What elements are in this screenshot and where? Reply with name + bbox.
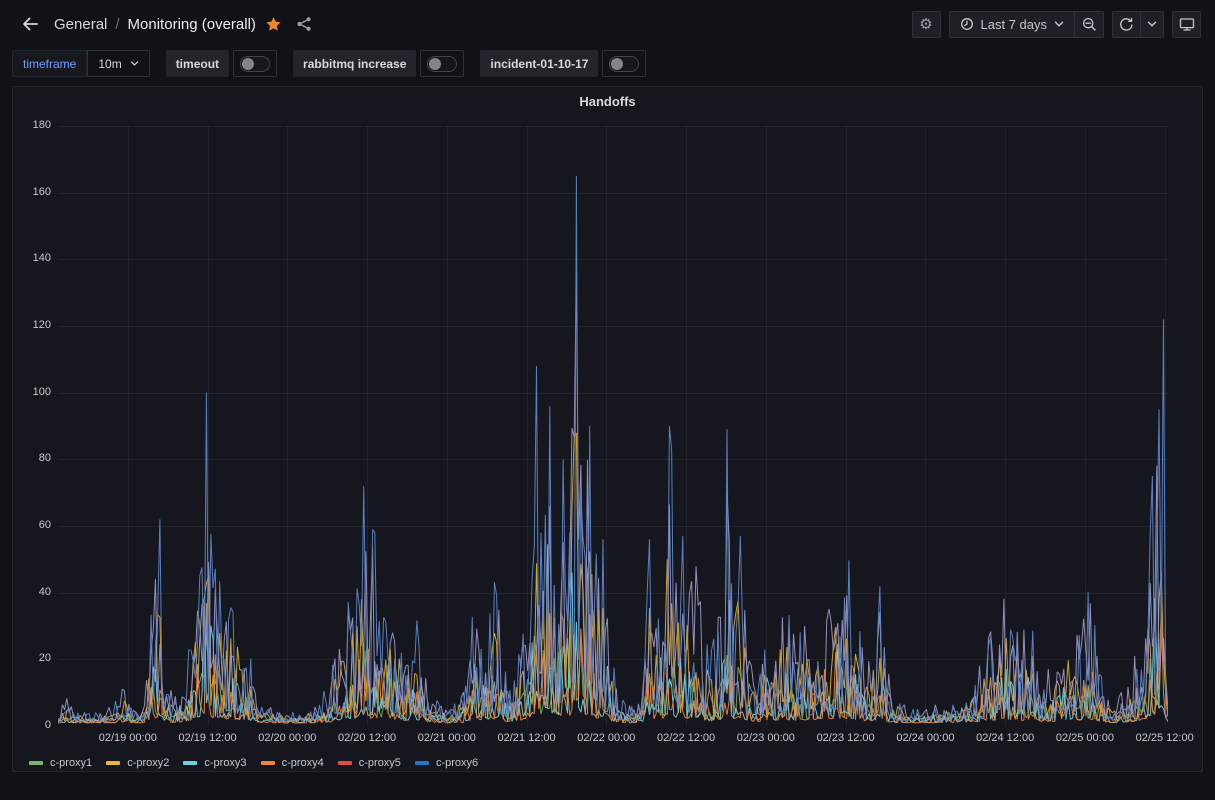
nav-actions: ⚙ Last 7 days: [912, 11, 1202, 38]
x-tick-label: 02/21 00:00: [418, 732, 476, 744]
breadcrumb-dashboard-title[interactable]: Monitoring (overall): [128, 16, 256, 33]
x-tick-label: 02/21 12:00: [498, 732, 556, 744]
dashboard-settings-button[interactable]: ⚙: [912, 11, 941, 38]
favorite-button[interactable]: [262, 12, 286, 36]
time-zoom-out-button[interactable]: [1075, 11, 1104, 38]
y-tick-label: 20: [15, 652, 51, 664]
share-icon: [296, 16, 312, 32]
x-tick-label: 02/20 12:00: [338, 732, 396, 744]
y-tick-label: 120: [15, 319, 51, 331]
time-range-label: Last 7 days: [981, 17, 1048, 32]
legend-series-name: c-proxy4: [282, 757, 324, 769]
time-range-group: Last 7 days: [949, 11, 1105, 38]
toggle-track: [609, 56, 639, 72]
legend-swatch: [29, 761, 43, 765]
legend-item-c-proxy2[interactable]: c-proxy2: [106, 757, 169, 769]
monitor-icon: [1179, 17, 1195, 32]
toggle-track: [240, 56, 270, 72]
clock-icon: [960, 17, 974, 31]
variable-value-text: 10m: [98, 57, 121, 71]
breadcrumb: General / Monitoring (overall): [54, 16, 256, 33]
refresh-button[interactable]: [1112, 11, 1141, 38]
x-tick-label: 02/25 00:00: [1056, 732, 1114, 744]
back-button[interactable]: [14, 8, 46, 40]
toggle-switch-timeout[interactable]: [233, 50, 277, 77]
x-tick-label: 02/23 00:00: [737, 732, 795, 744]
variable-value-timeframe-dropdown[interactable]: 10m: [87, 50, 149, 77]
cycle-view-mode-button[interactable]: [1172, 11, 1201, 38]
legend-series-name: c-proxy5: [359, 757, 401, 769]
panel-title[interactable]: Handoffs: [13, 94, 1202, 109]
legend-series-name: c-proxy6: [436, 757, 478, 769]
toggle-knob: [242, 58, 254, 70]
refresh-group: [1112, 11, 1164, 38]
y-tick-label: 100: [15, 386, 51, 398]
chevron-down-icon: [1054, 20, 1064, 28]
refresh-interval-dropdown[interactable]: [1141, 11, 1164, 38]
refresh-icon: [1119, 17, 1134, 32]
legend-swatch: [106, 761, 120, 765]
dashboard-submenu: timeframe 10m timeout rabbitmq increase …: [12, 50, 662, 77]
star-icon: [265, 16, 282, 33]
handoffs-chart-canvas[interactable]: [58, 126, 1168, 726]
handoffs-panel: Handoffs 0 20 40 60 80 100 120 140 160 180 02/19 …: [12, 86, 1203, 772]
chart-legend: c-proxy1 c-proxy2 c-proxy3 c-proxy4 c-proxy5…: [29, 753, 492, 773]
legend-item-c-proxy1[interactable]: c-proxy1: [29, 757, 92, 769]
toggle-knob: [429, 58, 441, 70]
variable-label-timeframe: timeframe: [12, 50, 87, 77]
toggle-track: [427, 56, 457, 72]
gear-icon: ⚙: [919, 17, 932, 32]
legend-swatch: [338, 761, 352, 765]
x-tick-label: 02/22 12:00: [657, 732, 715, 744]
legend-item-c-proxy4[interactable]: c-proxy4: [261, 757, 324, 769]
legend-series-name: c-proxy3: [204, 757, 246, 769]
toggle-knob: [611, 58, 623, 70]
x-tick-label: 02/24 00:00: [896, 732, 954, 744]
toggle-switch-rabbitmq-increase[interactable]: [420, 50, 464, 77]
legend-series-name: c-proxy1: [50, 757, 92, 769]
top-navbar: General / Monitoring (overall) ⚙: [0, 0, 1215, 48]
back-arrow-icon: [20, 14, 40, 34]
y-tick-label: 180: [15, 119, 51, 131]
share-button[interactable]: [292, 12, 316, 36]
toggle-label-incident-01-10-17: incident-01-10-17: [480, 50, 598, 77]
legend-item-c-proxy3[interactable]: c-proxy3: [183, 757, 246, 769]
y-tick-label: 60: [15, 519, 51, 531]
x-tick-label: 02/22 00:00: [577, 732, 635, 744]
y-tick-label: 140: [15, 252, 51, 264]
zoom-out-icon: [1082, 17, 1097, 32]
x-tick-label: 02/24 12:00: [976, 732, 1034, 744]
legend-swatch: [261, 761, 275, 765]
chevron-down-icon: [130, 60, 139, 67]
chevron-down-icon: [1147, 20, 1157, 28]
y-tick-label: 80: [15, 452, 51, 464]
y-tick-label: 160: [15, 186, 51, 198]
time-range-picker[interactable]: Last 7 days: [949, 11, 1076, 38]
breadcrumb-separator: /: [115, 16, 119, 33]
breadcrumb-folder[interactable]: General: [54, 16, 107, 33]
x-tick-label: 02/19 12:00: [178, 732, 236, 744]
legend-swatch: [415, 761, 429, 765]
legend-item-c-proxy6[interactable]: c-proxy6: [415, 757, 478, 769]
legend-swatch: [183, 761, 197, 765]
x-tick-label: 02/23 12:00: [817, 732, 875, 744]
toggle-label-rabbitmq-increase: rabbitmq increase: [293, 50, 416, 77]
y-tick-label: 40: [15, 586, 51, 598]
toggle-label-timeout: timeout: [166, 50, 229, 77]
y-tick-label: 0: [15, 719, 51, 731]
x-tick-label: 02/20 00:00: [258, 732, 316, 744]
legend-series-name: c-proxy2: [127, 757, 169, 769]
x-tick-label: 02/25 12:00: [1136, 732, 1194, 744]
x-tick-label: 02/19 00:00: [99, 732, 157, 744]
legend-item-c-proxy5[interactable]: c-proxy5: [338, 757, 401, 769]
toggle-switch-incident-01-10-17[interactable]: [602, 50, 646, 77]
